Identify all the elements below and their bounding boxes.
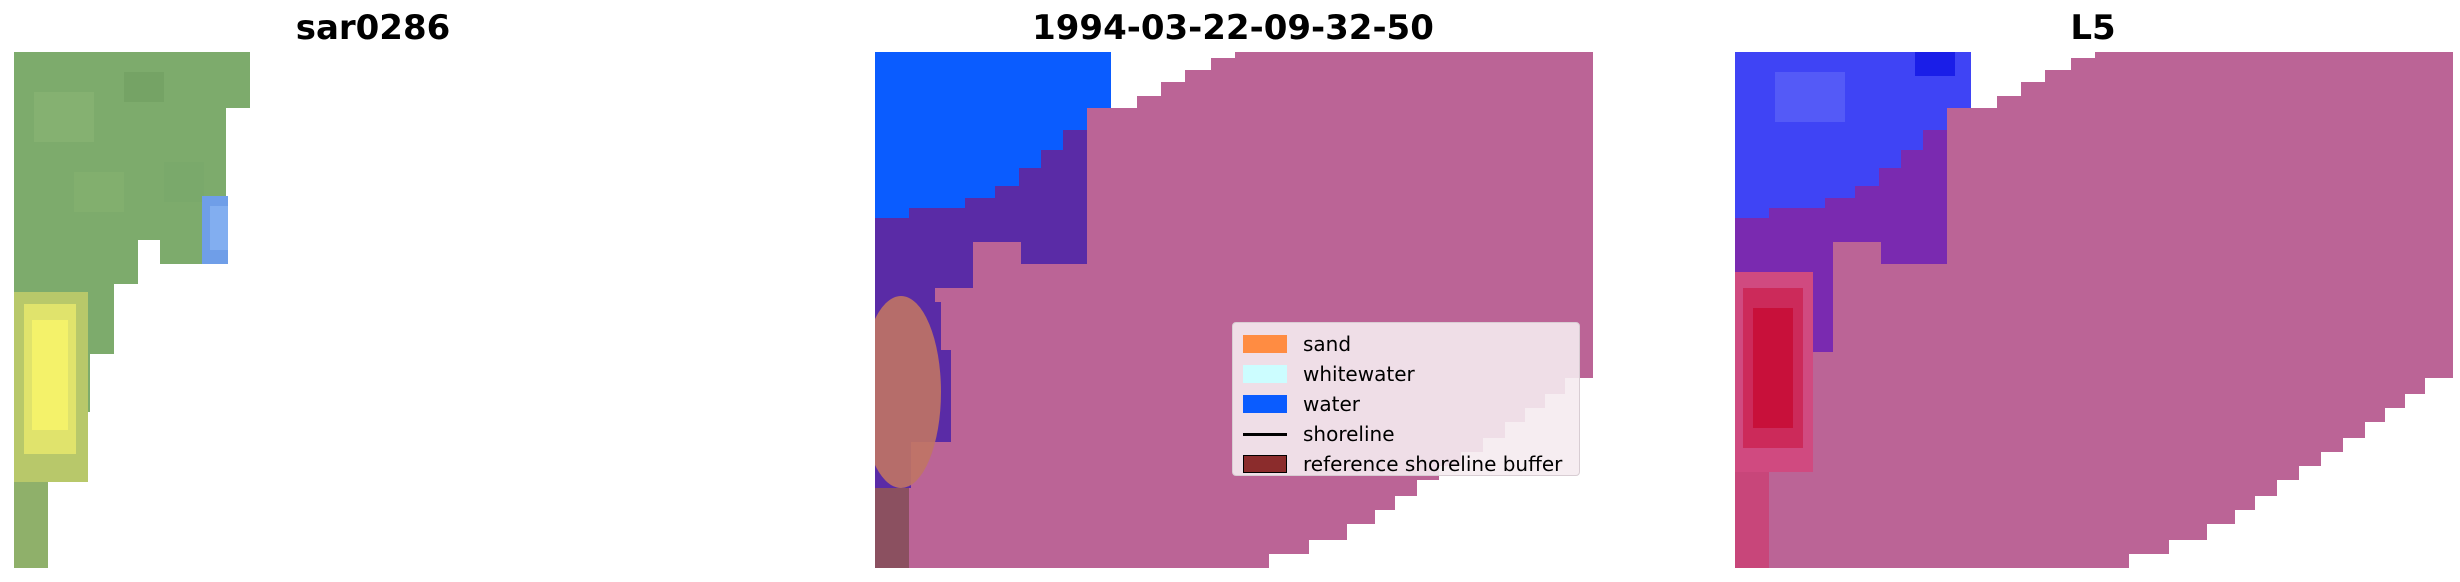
mottle [74,172,124,212]
reference-buffer [875,488,909,568]
sand-swatch [1243,335,1287,353]
reference-buffer-swatch [1243,455,1287,473]
legend-item-shoreline: shoreline [1243,419,1569,449]
legend-label: whitewater [1303,362,1415,386]
legend-label: water [1303,392,1360,416]
class-water-region [875,52,1111,218]
water-patch-light [210,206,228,250]
legend-item-water: water [1243,389,1569,419]
sand-fringe [14,482,48,568]
mottle [124,72,164,102]
panel-title-index: L5 [2070,8,2116,48]
index-water-dark [1915,52,1955,76]
sand-patch-core [32,320,68,430]
panel-title-rgb: sar0286 [295,8,451,48]
index-image [1735,52,2453,568]
water-swatch [1243,395,1287,413]
panel-title-classified: 1994-03-22-09-32-50 [1032,8,1434,48]
legend-item-sand: sand [1243,329,1569,359]
legend-label: sand [1303,332,1352,356]
mottle [164,162,204,202]
legend-label: shoreline [1303,422,1395,446]
classified-image [875,52,1593,568]
legend-label: reference shoreline buffer [1303,452,1563,476]
rgb-image [14,52,250,568]
mottle [34,92,94,142]
index-water-light [1775,72,1845,122]
class-sand-region [875,296,941,488]
shoreline-swatch [1243,432,1287,436]
legend: sand whitewater water shoreline referenc… [1232,322,1580,476]
index-red-core [1753,308,1793,428]
whitewater-swatch [1243,365,1287,383]
legend-item-reference-buffer: reference shoreline buffer [1243,449,1569,479]
index-red-bottom [1735,472,1769,568]
legend-item-whitewater: whitewater [1243,359,1569,389]
